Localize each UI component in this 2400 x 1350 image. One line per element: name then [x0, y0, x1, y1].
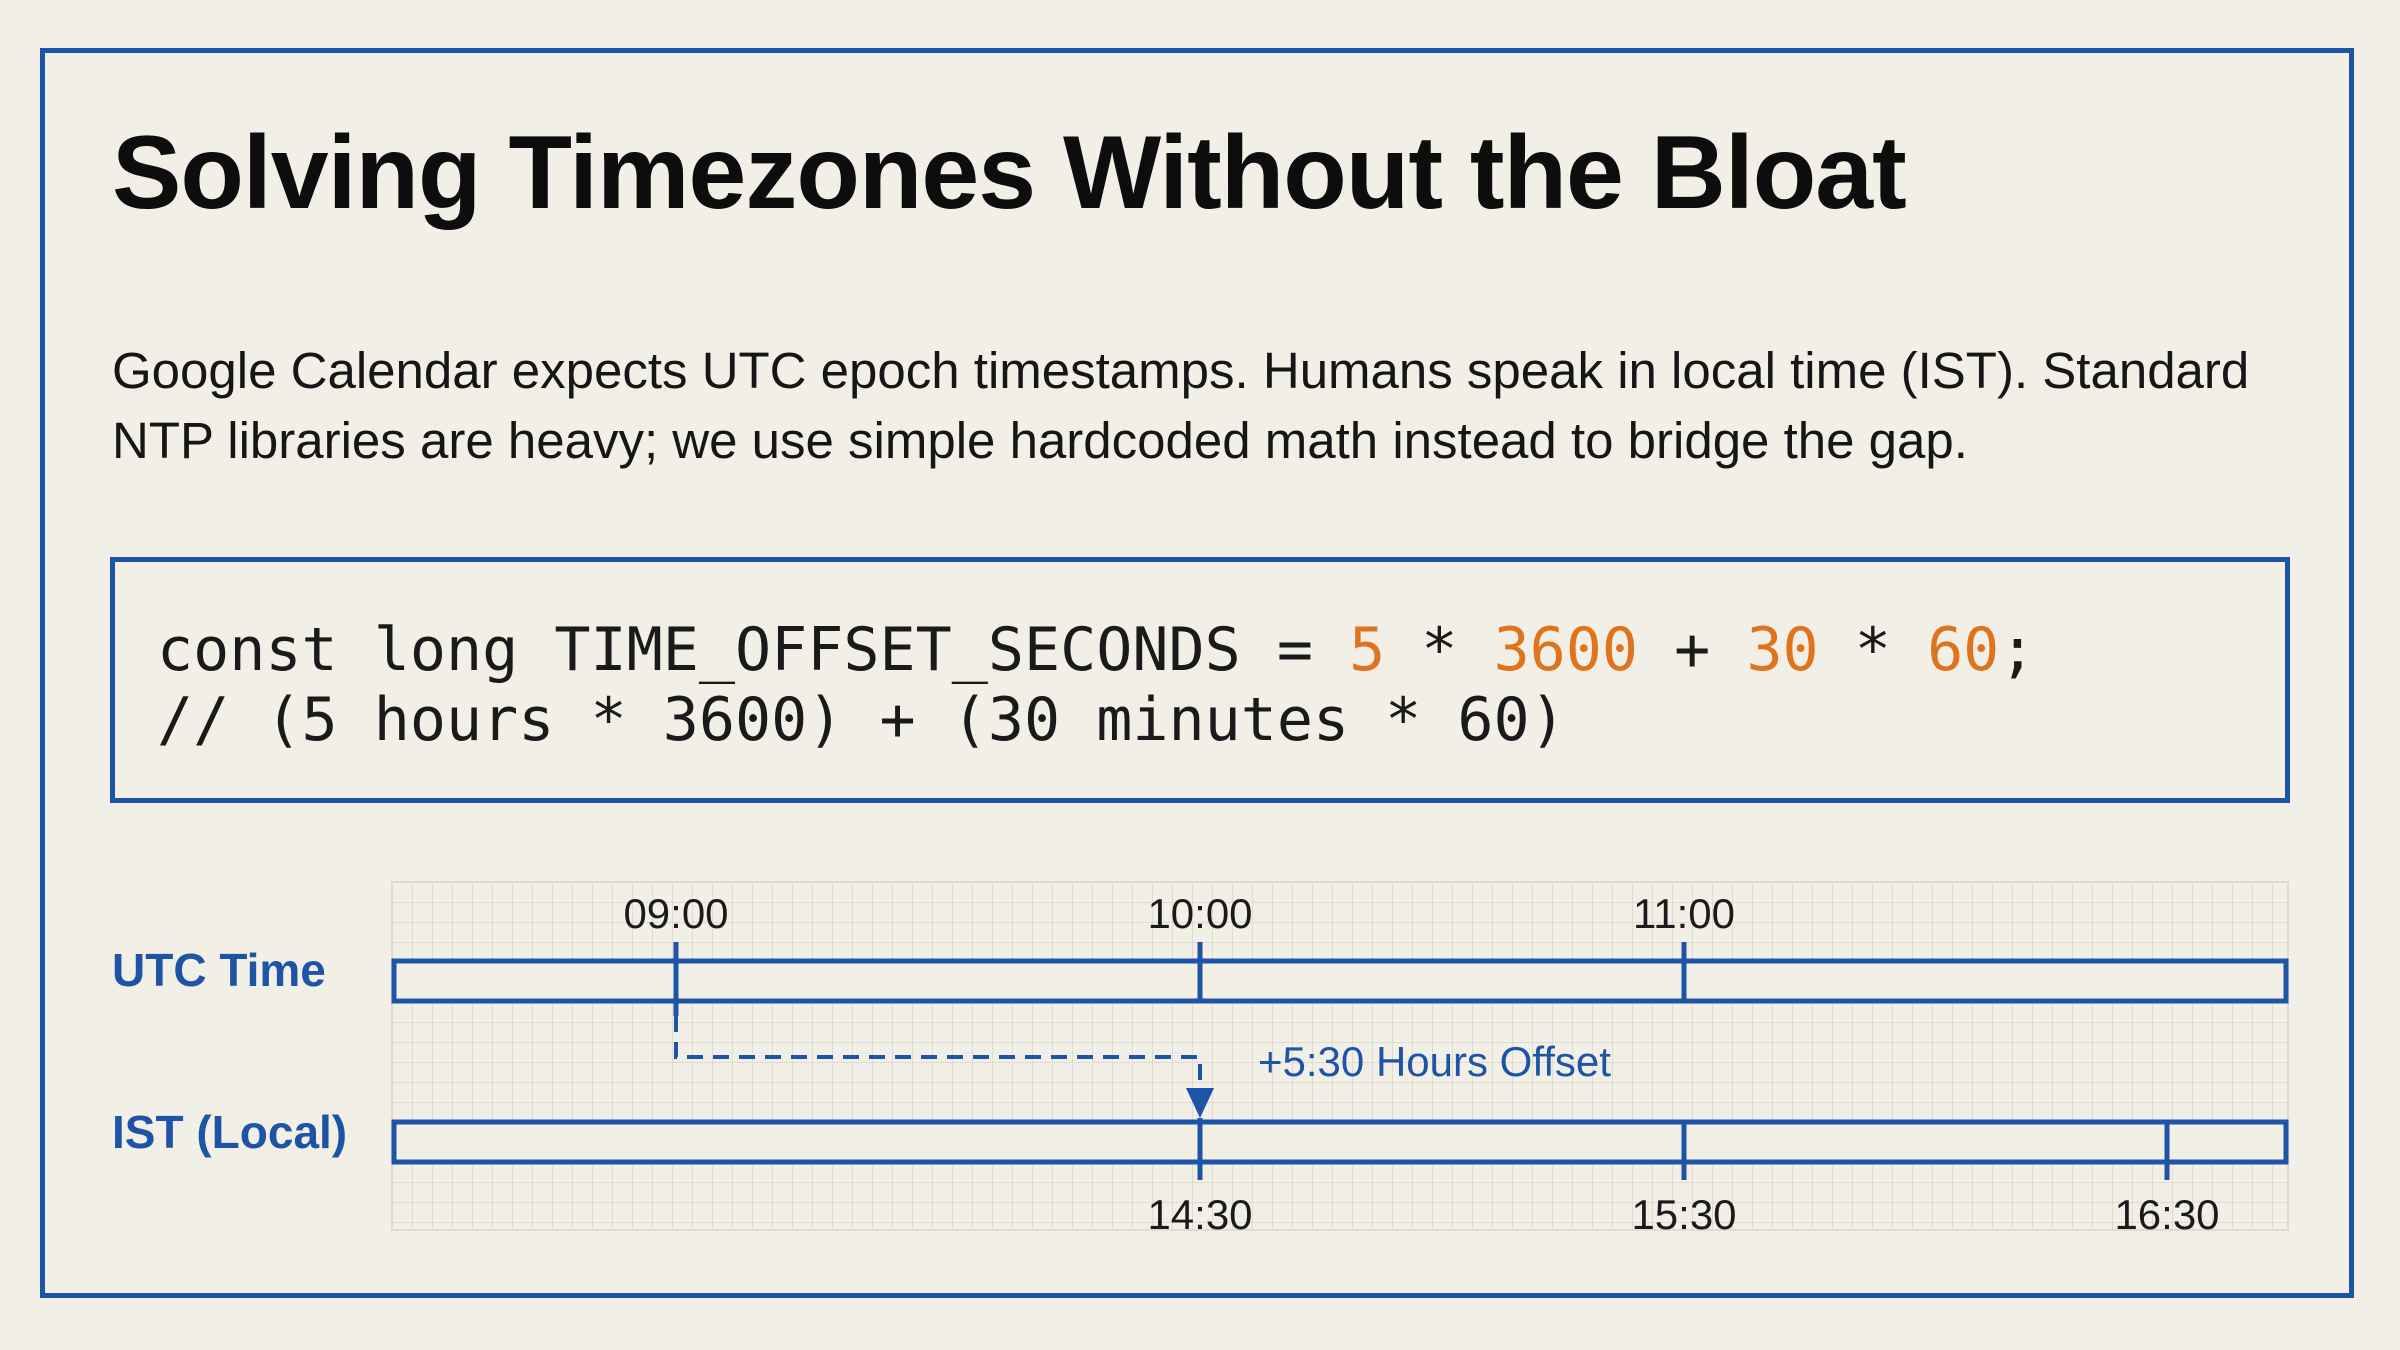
code-line-offset-constant: const long TIME_OFFSET_SECONDS = 5 * 360… — [157, 614, 2035, 686]
utc-tick-label-1100: 11:00 — [1633, 890, 1735, 937]
utc-tick-label-1000: 10:00 — [1147, 890, 1252, 937]
utc-tick-label-0900: 09:00 — [623, 890, 728, 937]
code-declaration: const long TIME_OFFSET_SECONDS = — [157, 615, 1350, 685]
offset-arrowhead-icon — [1186, 1088, 1214, 1118]
utc-row-label: UTC Time — [112, 944, 326, 996]
slide-frame — [40, 48, 2354, 1298]
code-operator: * — [1385, 615, 1494, 685]
code-semicolon: ; — [1999, 615, 2036, 685]
offset-connector-dashed — [674, 1016, 1202, 1088]
timeline-grid — [391, 881, 2289, 1231]
offset-label: +5:30 Hours Offset — [1258, 1038, 1611, 1085]
code-number-seconds-per-minute: 60 — [1927, 615, 2000, 685]
code-number-hours: 5 — [1349, 615, 1386, 685]
ist-time-bar — [391, 1119, 2289, 1165]
code-operator: + — [1638, 615, 1747, 685]
code-number-seconds-per-hour: 3600 — [1493, 615, 1639, 685]
slide-title: Solving Timezones Without the Bloat — [112, 115, 1907, 231]
code-operator: * — [1818, 615, 1928, 685]
ist-tick-label-1530: 15:30 — [1631, 1191, 1736, 1238]
ist-tick-label-1630: 16:30 — [2114, 1191, 2219, 1238]
code-block: const long TIME_OFFSET_SECONDS = 5 * 360… — [110, 557, 2290, 803]
ist-row-label: IST (Local) — [112, 1106, 348, 1158]
utc-time-bar — [391, 958, 2289, 1004]
code-number-minutes: 30 — [1746, 615, 1819, 685]
code-line-comment: // (5 hours * 3600) + (30 minutes * 60) — [157, 685, 1566, 755]
slide-description: Google Calendar expects UTC epoch timest… — [112, 342, 2250, 469]
ist-tick-label-1430: 14:30 — [1147, 1191, 1252, 1238]
